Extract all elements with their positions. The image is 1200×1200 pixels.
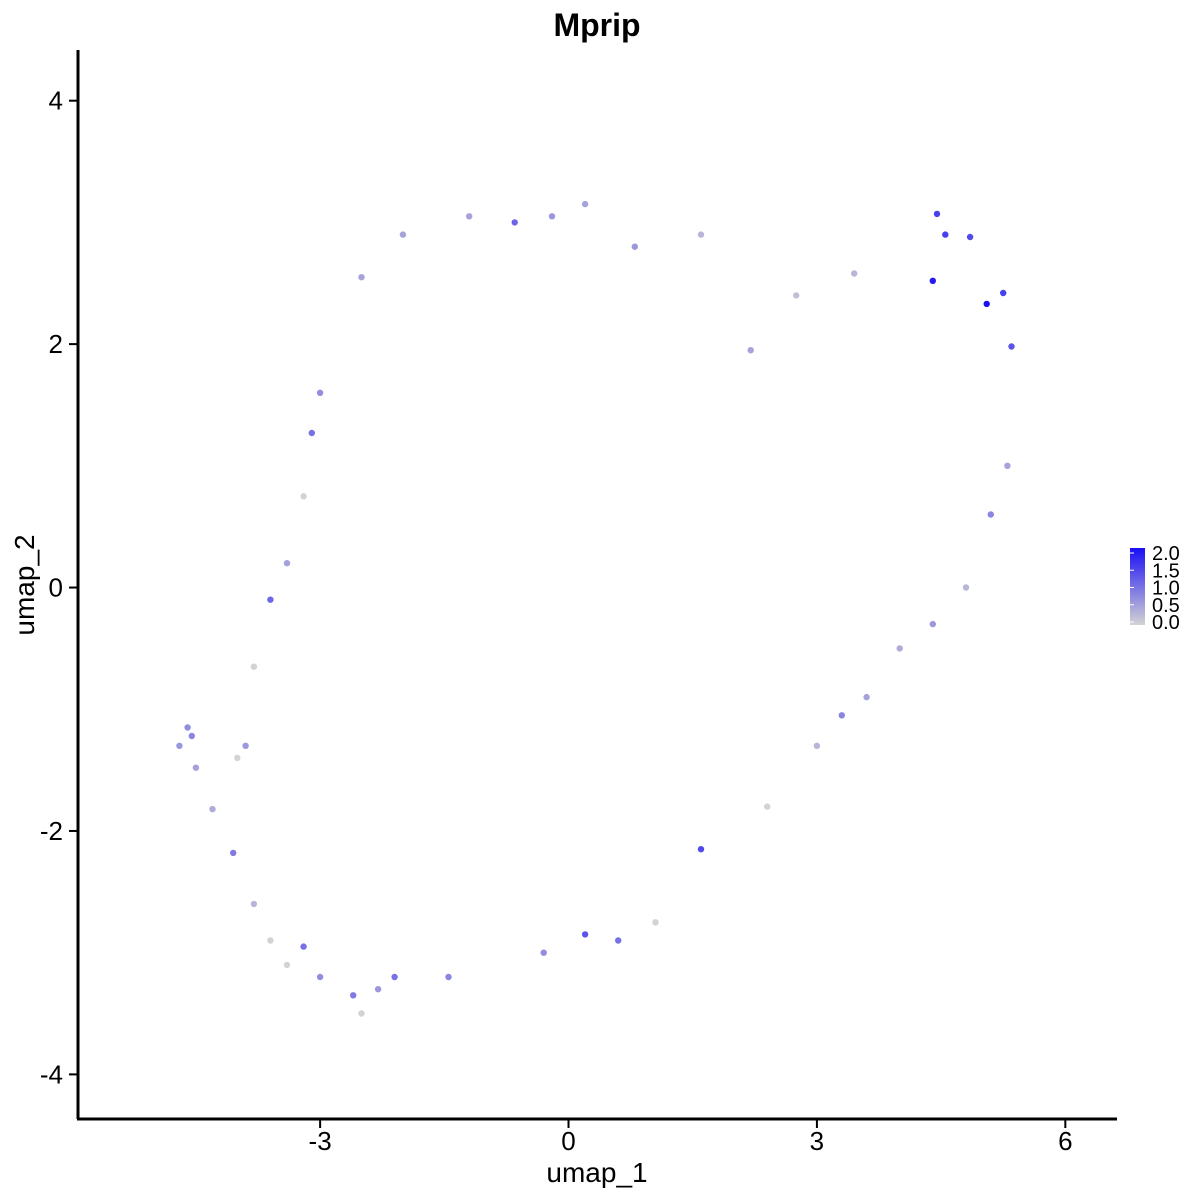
data-point (230, 849, 237, 857)
legend-label: 0.0 (1152, 612, 1180, 634)
data-point (933, 210, 941, 218)
data-point (838, 712, 845, 719)
data-point (184, 724, 191, 731)
legend-label: 0.5 (1152, 595, 1180, 617)
data-point (942, 231, 949, 238)
data-point (316, 389, 324, 396)
data-point (300, 943, 307, 950)
colorbar (1130, 548, 1145, 625)
data-point (813, 742, 821, 749)
chart-title: Mprip (553, 7, 640, 43)
data-point (987, 511, 994, 518)
x-axis-ticks: -3 0 3 6 (309, 1119, 1073, 1156)
data-point (374, 986, 382, 993)
data-point (863, 693, 870, 701)
data-point (250, 663, 258, 670)
x-tick-label: -3 (309, 1126, 332, 1156)
y-tick-label: -4 (40, 1059, 63, 1089)
data-point (316, 973, 324, 981)
data-point (466, 213, 473, 220)
y-tick-label: 2 (49, 329, 63, 359)
data-point (267, 596, 274, 603)
data-point (652, 919, 659, 926)
data-point (267, 937, 274, 944)
legend-labels: 2.01.51.00.50.0 (1130, 543, 1180, 634)
data-point (283, 961, 291, 969)
data-point (793, 292, 800, 299)
data-point (176, 742, 183, 749)
data-point (300, 493, 307, 500)
data-point (209, 805, 216, 813)
y-axis-ticks: -4 -2 0 2 4 (40, 86, 78, 1089)
data-point (192, 764, 200, 771)
data-point (445, 973, 452, 981)
data-point (581, 931, 589, 938)
data-point (929, 620, 936, 628)
data-point (615, 937, 622, 944)
data-point (896, 645, 903, 652)
data-point (983, 300, 990, 308)
data-point (1008, 343, 1015, 350)
color-legend: 2.01.51.00.50.0 (1130, 543, 1180, 634)
data-point (548, 213, 556, 220)
data-point (250, 900, 258, 908)
data-point (747, 347, 754, 354)
legend-label: 1.0 (1152, 578, 1180, 600)
data-point (540, 949, 547, 956)
data-point (631, 243, 638, 250)
data-point (962, 584, 970, 591)
data-point (242, 742, 249, 749)
data-point (851, 270, 858, 277)
data-point (581, 200, 589, 208)
x-tick-label: 6 (1058, 1126, 1072, 1156)
data-point (399, 231, 407, 238)
data-point (966, 233, 974, 241)
data-point (1000, 289, 1007, 297)
data-point (1004, 462, 1011, 469)
data-point (929, 277, 936, 284)
data-point (697, 231, 705, 238)
x-tick-label: 0 (561, 1126, 575, 1156)
y-axis-title: umap_2 (9, 534, 40, 635)
y-tick-label: 0 (49, 573, 63, 603)
data-point (358, 1010, 365, 1017)
data-point (350, 992, 357, 999)
data-point (697, 846, 705, 853)
x-axis-title: umap_1 (546, 1157, 647, 1188)
data-point (764, 803, 771, 810)
y-tick-label: -2 (40, 816, 63, 846)
data-point (308, 429, 315, 437)
data-point (188, 732, 195, 740)
legend-label: 2.0 (1152, 543, 1180, 565)
data-point (391, 973, 398, 981)
data-point (358, 274, 365, 281)
points-layer (176, 200, 1015, 1017)
x-tick-label: 3 (810, 1126, 824, 1156)
data-point (511, 219, 518, 226)
data-point (234, 754, 241, 762)
legend-label: 1.5 (1152, 560, 1180, 582)
y-tick-label: 4 (49, 86, 63, 116)
data-point (283, 560, 291, 567)
